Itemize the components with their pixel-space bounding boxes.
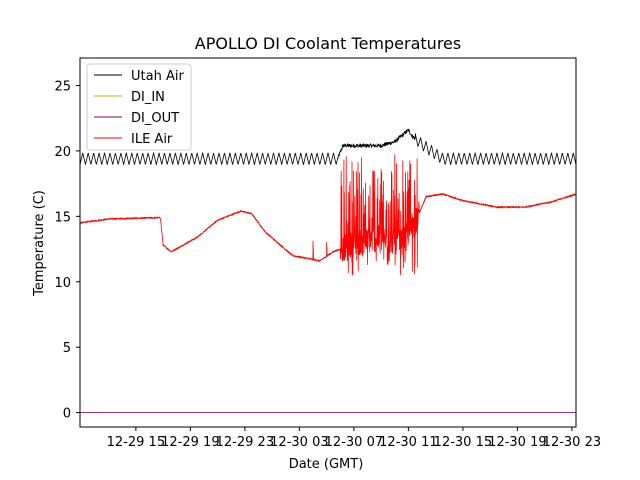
y-tick-label: 0 — [63, 407, 71, 422]
y-tick-label: 25 — [54, 79, 71, 94]
y-tick-label: 20 — [54, 145, 71, 160]
legend-label-ile-air: ILE Air — [131, 132, 173, 147]
x-tick-label: 12-30 19 — [488, 435, 546, 450]
series-line-ile-air — [80, 154, 576, 276]
x-tick-label: 12-30 11 — [379, 435, 437, 450]
chart-title: APOLLO DI Coolant Temperatures — [195, 34, 461, 53]
legend-label-di-out: DI_OUT — [131, 111, 179, 126]
legend-label-di-in: DI_IN — [131, 90, 165, 105]
x-tick-label: 12-30 07 — [325, 435, 383, 450]
y-ticks: 0 5 10 15 20 25 — [54, 79, 80, 422]
x-tick-label: 12-29 15 — [107, 435, 165, 450]
x-tick-label: 12-30 03 — [270, 435, 328, 450]
legend-label-utah-air: Utah Air — [131, 69, 184, 84]
y-tick-label: 10 — [54, 276, 71, 291]
series-line-utah-air — [80, 128, 576, 165]
y-tick-label: 15 — [54, 210, 71, 225]
x-tick-label: 12-30 23 — [543, 435, 601, 450]
y-axis-label: Temperature (C) — [32, 190, 47, 297]
plot-frame — [79, 57, 577, 428]
series-layer — [80, 128, 576, 413]
y-tick-label: 5 — [63, 341, 71, 356]
x-tick-label: 12-29 19 — [161, 435, 219, 450]
x-axis-label: Date (GMT) — [289, 457, 364, 472]
legend-box — [86, 63, 192, 151]
x-tick-label: 12-29 23 — [216, 435, 274, 450]
legend: Utah Air DI_IN DI_OUT ILE Air — [86, 63, 192, 151]
x-tick-label: 12-30 15 — [434, 435, 492, 450]
